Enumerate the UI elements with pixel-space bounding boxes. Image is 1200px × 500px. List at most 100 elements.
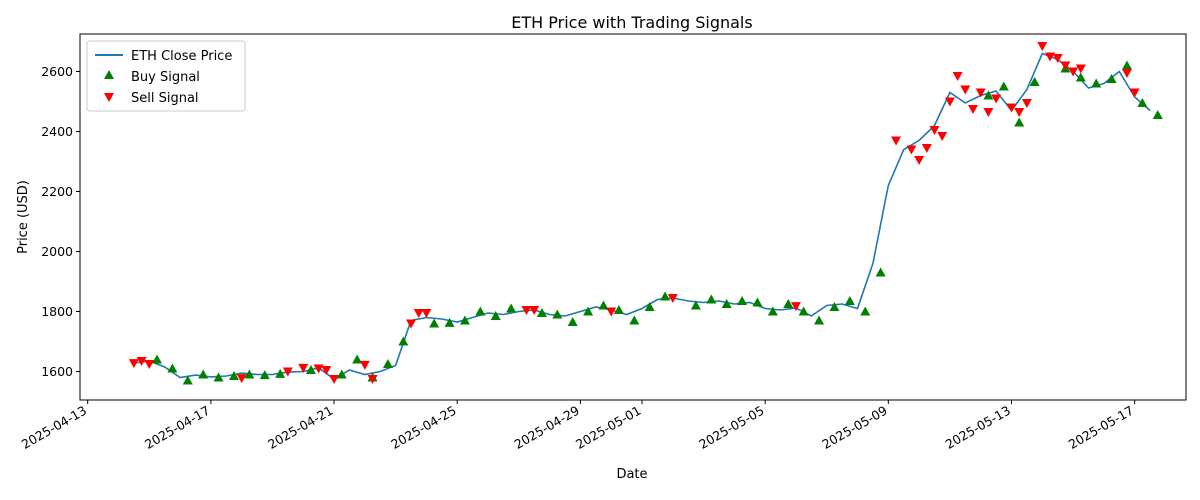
sell-signal-marker [282,367,293,377]
sell-signal-marker [1006,103,1017,113]
sell-signal-marker [606,307,617,317]
x-tick-label: 2025-05-01 [573,403,643,452]
sell-signal-marker [529,306,540,315]
sell-signal-marker [1021,99,1032,108]
sell-signal-marker [406,319,417,329]
sell-signal-marker [929,126,940,135]
sell-signal-marker [521,306,532,315]
buy-signal-marker [983,90,994,100]
sell-signal-marker [1121,69,1132,78]
buy-signal-marker [336,369,347,379]
x-tick-label: 2025-05-05 [696,403,766,452]
sell-signal-marker [329,375,340,384]
price-line [133,52,1151,380]
buy-signal-marker [259,370,270,380]
buy-signal-marker [182,375,193,385]
sell-signal-marker [921,144,932,153]
y-tick-label: 1800 [41,304,73,319]
buy-signal-marker [1014,117,1025,127]
sell-signal-marker [144,360,155,369]
sell-signal-marker [1075,64,1086,74]
legend-sell-marker [104,93,114,102]
buy-signal-marker [167,363,178,373]
y-axis-title: Price (USD) [16,180,31,254]
sell-signal-marker [367,375,378,384]
sell-signal-marker [914,156,925,165]
sell-signal-marker [975,88,986,98]
plot-frame [79,33,1187,401]
buy-signal-marker [706,294,717,304]
buy-signal-marker [1029,77,1040,86]
sell-signal-marker [1037,42,1048,51]
buy-signal-marker [490,311,501,320]
y-tick-label: 1600 [41,364,73,379]
y-tick-label: 2600 [41,64,73,79]
buy-signal-marker [1152,110,1163,119]
sell-signal-marker [1014,108,1025,117]
sell-signal-marker [937,132,948,141]
buy-signal-marker [1075,72,1086,82]
buy-signal-marker [151,354,162,364]
buy-signal-marker [305,365,316,374]
sell-signal-marker [298,363,309,373]
buy-signal-marker [475,306,486,316]
sell-signal-marker [421,309,432,318]
y-tick-label: 2000 [41,244,73,259]
sell-signal-marker [313,364,324,374]
y-tick-label: 2200 [41,184,73,199]
buy-signal-marker [660,291,671,301]
buy-signal-marker [198,369,209,379]
buy-signal-marker [798,306,809,316]
sell-signal-marker [136,357,147,366]
sell-signal-marker [128,359,139,369]
buy-signal-marker [1091,78,1102,88]
buy-signal-marker [783,299,794,308]
buy-signal-marker [860,306,871,316]
legend-label-buy: Buy Signal [131,70,200,85]
buy-signal-marker [1121,60,1132,70]
plot-area [128,42,1163,385]
sell-signal-marker [359,360,370,370]
buy-signal-marker [583,306,594,316]
sell-signal-marker [960,85,971,95]
buy-signal-marker [721,299,732,308]
sell-signal-marker [1060,61,1071,71]
sell-signal-marker [236,374,247,384]
buy-signal-marker [429,318,440,328]
buy-signal-marker [459,315,470,325]
x-tick-label: 2025-04-13 [19,403,89,452]
buy-signal-marker [444,317,455,327]
buy-signal-marker [213,372,224,382]
buy-signal-marker [552,309,563,319]
buy-signal-marker [398,336,409,346]
buy-signal-marker [613,305,624,314]
buy-signal-marker [1106,74,1117,83]
legend-label-sell: Sell Signal [131,91,199,106]
sell-signal-marker [321,366,332,375]
chart-title: ETH Price with Trading Signals [511,13,752,32]
buy-signal-marker [814,315,825,325]
buy-signal-marker [998,81,1009,91]
sell-signal-marker [413,309,424,318]
x-tick-label: 2025-04-29 [511,403,581,452]
buy-signal-marker [737,296,748,305]
sell-signal-marker [1068,67,1079,77]
x-axis-title: Date [616,467,647,482]
x-tick-label: 2025-04-21 [265,403,335,452]
buy-signal-marker [382,359,393,368]
buy-signal-marker [228,371,239,380]
x-tick-label: 2025-04-17 [142,403,212,452]
sell-signal-marker [952,72,963,81]
buy-signal-marker [1137,98,1148,107]
x-tick-label: 2025-05-13 [943,403,1013,452]
buy-signal-marker [352,354,363,364]
legend-buy-marker [104,70,114,79]
buy-signal-marker [752,297,763,307]
sell-signal-marker [1052,54,1063,63]
x-axis-ticks: 2025-04-13 2025-04-17 2025-04-21 2025-04-25… [19,400,1136,452]
buy-signal-marker [875,267,886,277]
buy-signal-marker [536,308,547,317]
sell-signal-marker [968,105,979,114]
buy-signal-marker [275,368,286,378]
